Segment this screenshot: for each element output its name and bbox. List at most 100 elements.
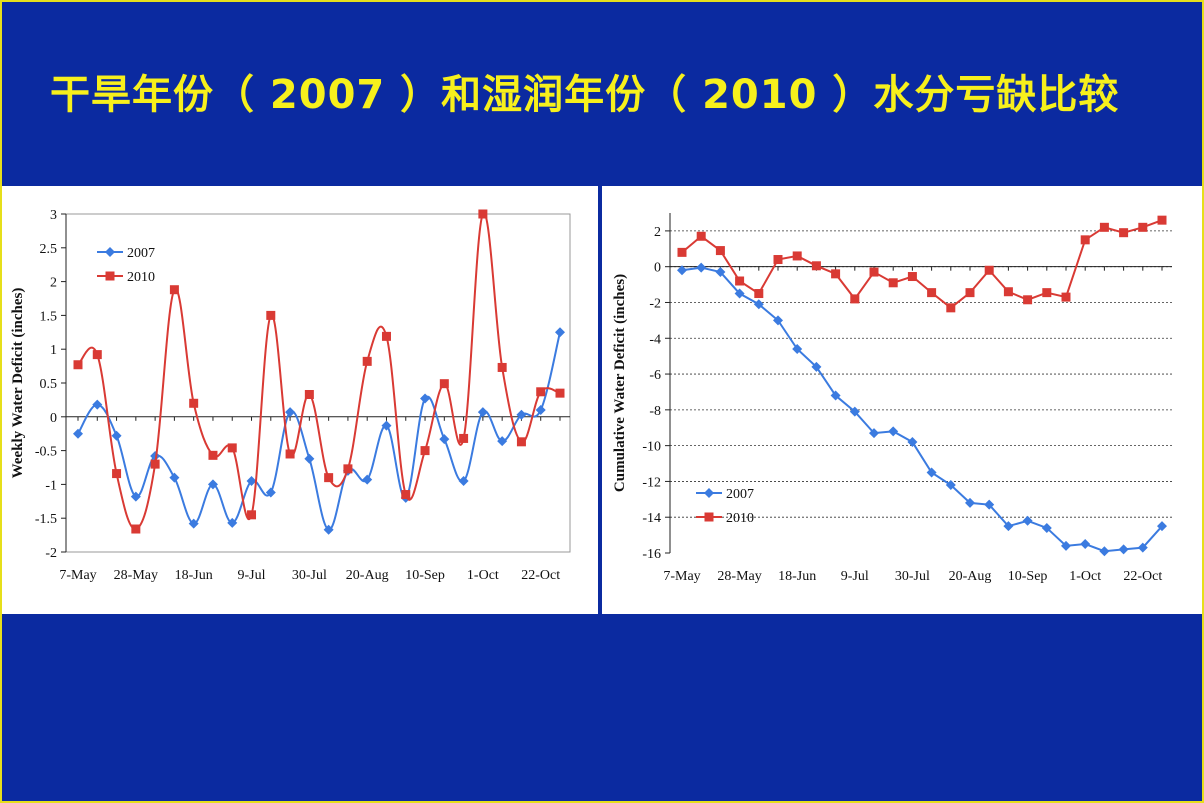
data-point-2010 [984,265,994,275]
data-point-2007 [734,288,745,299]
legend-marker-2007 [105,247,115,257]
data-point-2007 [888,426,899,437]
data-point-2007 [246,476,257,487]
data-point-2010 [439,379,449,389]
legend-label-2007: 2007 [127,246,155,261]
data-point-2007 [130,491,141,502]
x-tick-label: 22-Oct [1123,569,1162,584]
x-tick-label: 18-Jun [778,569,816,584]
y-tick-label: 0.5 [40,377,58,392]
x-tick-label: 10-Sep [405,568,445,583]
x-tick-label: 22-Oct [521,568,560,583]
weekly-deficit-chart: -2 -1.5 -1 -0.5 0 0.5 1 1.5 2 2.5 3 7-May 28-May 18-J… [2,186,598,614]
data-point-2010 [343,464,353,474]
data-point-2010 [1119,228,1129,238]
data-point-2007 [1099,546,1110,557]
legend-label-2007: 2007 [726,487,754,502]
data-point-2007 [715,267,726,278]
cumulative-deficit-svg: -16 -14 -12 -10 -8 -6 -4 -2 0 2 7-May 28-May 18-Jun 9… [612,213,1172,584]
data-point-2010 [324,473,334,483]
data-point-2007 [227,517,238,528]
data-point-2007 [555,327,565,338]
y-tick-label: 2.5 [40,242,58,257]
legend-marker-2010 [704,512,714,522]
data-point-2007 [111,430,122,441]
data-point-2010 [285,449,295,459]
data-point-2007 [926,467,937,478]
x-tick-label: 7-May [663,569,700,584]
data-point-2010 [227,443,237,453]
x-tick-label: 28-May [717,569,761,584]
data-point-2010 [381,331,391,341]
data-point-2010 [497,362,507,372]
data-point-2010 [169,285,179,295]
x-tick-label: 30-Jul [895,569,930,584]
data-point-2007 [285,407,296,418]
data-point-2010 [696,231,706,241]
cumulative-deficit-chart: -16 -14 -12 -10 -8 -6 -4 -2 0 2 7-May 28-May 18-Jun 9… [602,186,1202,614]
data-point-2007 [265,487,276,498]
data-point-2007 [169,472,180,483]
slide-title: 干旱年份（ 2007 ）和湿润年份（ 2010 ）水分亏缺比较 [50,72,1120,118]
data-point-2010 [773,255,783,265]
data-point-2007 [1157,521,1167,532]
data-point-2010 [1003,287,1013,297]
data-point-2010 [189,398,199,408]
data-point-2010 [715,246,725,256]
data-point-2007 [677,265,687,276]
data-point-2007 [535,405,546,416]
x-tick-label: 28-May [114,568,158,583]
data-point-2010 [92,350,102,360]
data-point-2010 [869,267,879,277]
data-point-2007 [869,428,879,439]
data-point-2007 [849,406,860,417]
data-point-2010 [946,303,956,313]
data-point-2010 [266,310,276,320]
legend-label-2010: 2010 [127,270,155,285]
data-point-2010 [131,524,141,534]
x-tick-label: 9-Jul [841,569,869,584]
y-tick-label: -12 [642,475,661,490]
data-point-2007 [1080,539,1091,550]
data-point-2010 [536,387,546,397]
data-point-2007 [1118,544,1129,555]
data-point-2007 [207,479,218,490]
data-point-2007 [381,420,392,431]
y-tick-label: 1 [50,343,57,358]
data-point-2010 [677,247,687,257]
x-tick-label: 7-May [59,568,96,583]
data-point-2007 [792,344,803,354]
data-point-2010 [1157,215,1167,225]
y-tick-label: -10 [642,440,661,455]
x-tick-label: 1-Oct [467,568,499,583]
y-tick-label: -4 [649,332,661,347]
data-point-2010 [362,356,372,366]
data-point-2010 [459,433,469,443]
y-tick-label: -6 [649,368,661,383]
data-point-2007 [1061,540,1071,551]
data-point-2010 [1023,295,1033,305]
y-tick-label: 3 [50,208,57,223]
data-point-2010 [754,289,764,299]
data-point-2007 [92,399,103,410]
data-point-2007 [477,407,488,418]
data-point-2007 [984,499,995,510]
data-point-2007 [362,474,373,485]
y-tick-label: 2 [50,276,57,291]
data-point-2007 [965,497,975,508]
data-point-2010 [555,388,565,398]
data-point-2007 [907,437,918,448]
data-point-2010 [888,278,898,288]
y-tick-label: -14 [642,511,661,526]
data-point-2010 [401,490,411,500]
data-point-2010 [831,269,841,279]
data-point-2010 [516,437,526,447]
data-point-2010 [850,294,860,304]
data-point-2010 [1138,222,1148,232]
data-point-2010 [150,459,160,469]
data-point-2010 [1099,222,1109,232]
x-tick-label: 20-Aug [346,568,389,583]
data-point-2007 [458,476,469,487]
legend-marker-2010 [105,271,115,281]
x-tick-label: 1-Oct [1069,569,1101,584]
